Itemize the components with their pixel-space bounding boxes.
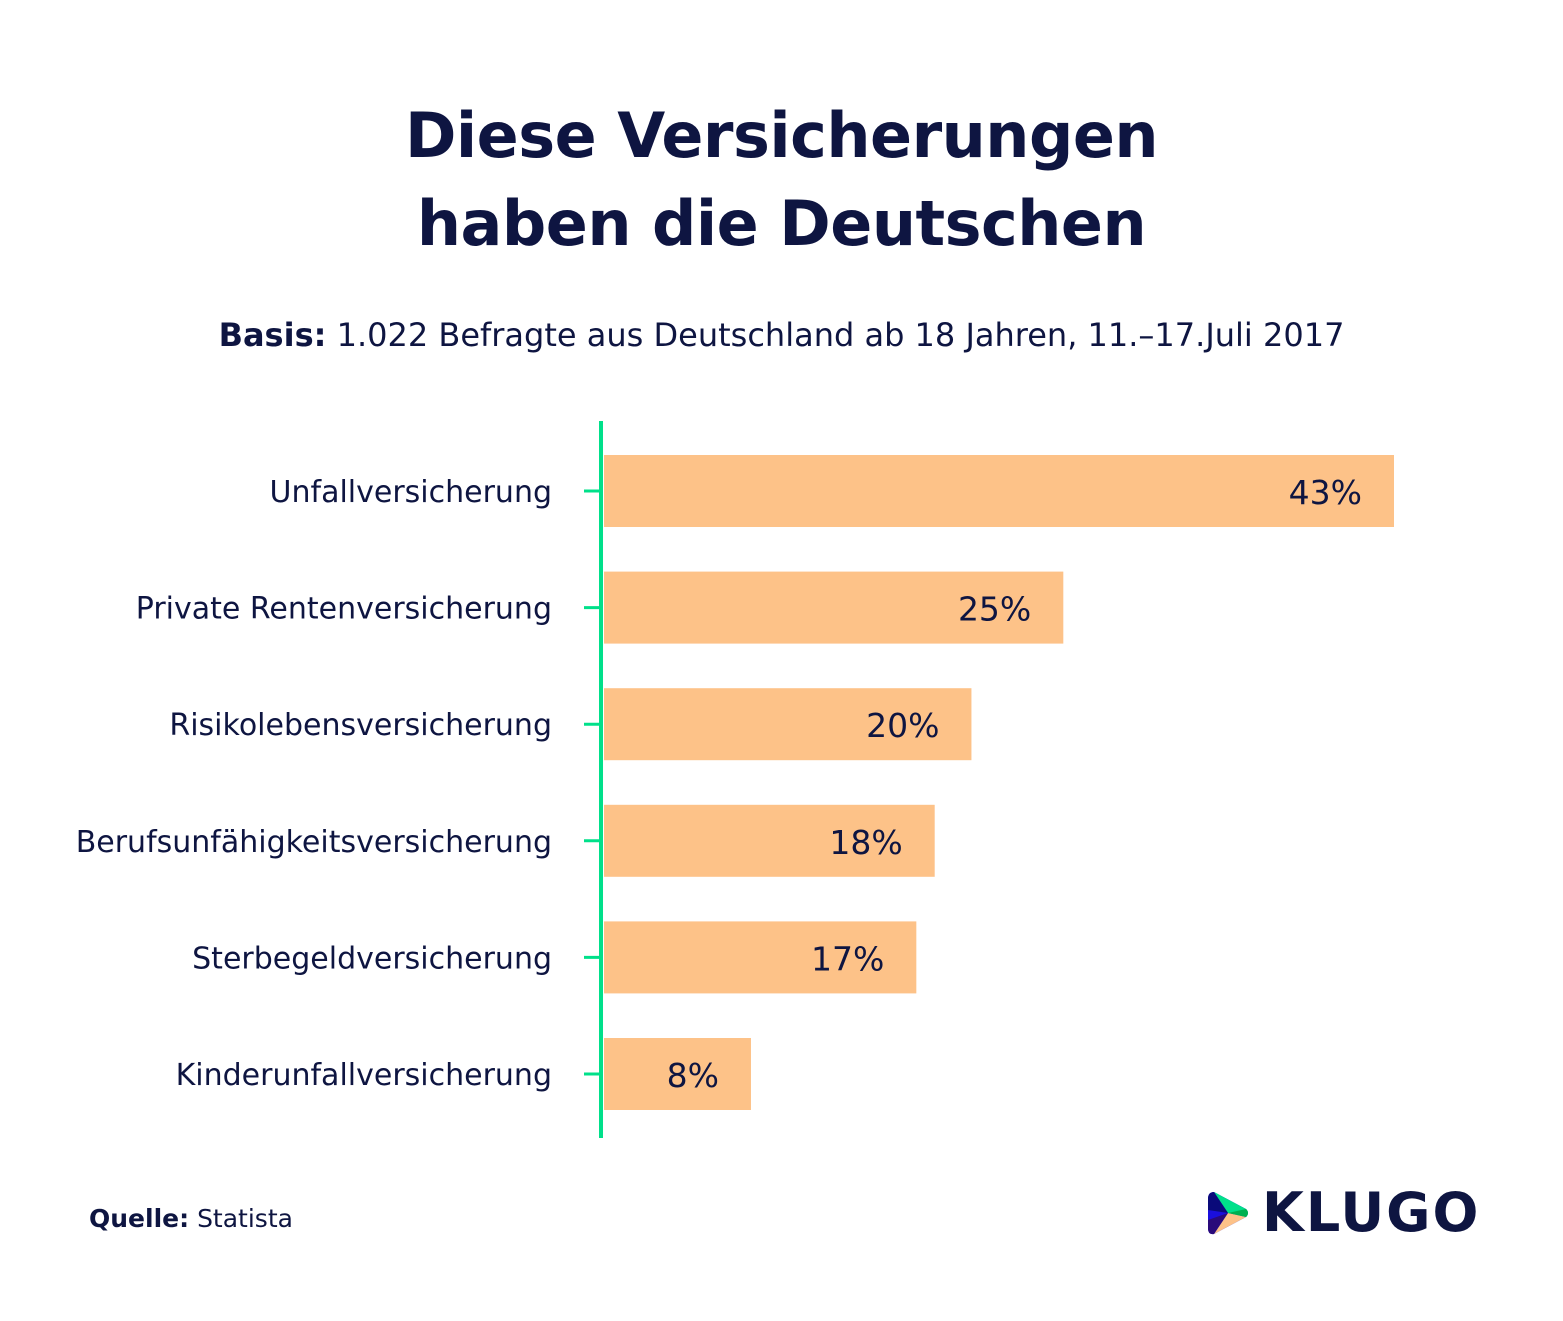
bar <box>604 455 1394 527</box>
category-label: Kinderunfallversicherung <box>176 1058 552 1093</box>
data-label: 25% <box>958 590 1031 629</box>
category-label: Berufsunfähigkeitsversicherung <box>76 825 552 860</box>
category-label: Risikolebensversicherung <box>169 708 552 743</box>
bar <box>604 1038 751 1110</box>
data-label: 17% <box>811 939 884 978</box>
data-label: 8% <box>667 1056 719 1095</box>
title-line-1: Diese Versicherungen <box>404 99 1159 172</box>
data-label: 43% <box>1289 473 1362 512</box>
klugo-logo: KLUGO <box>1206 1186 1480 1240</box>
subtitle-label: Basis: <box>218 316 327 354</box>
source: Quelle: Statista <box>89 1204 293 1233</box>
bar <box>604 921 917 994</box>
category-label: Private Rentenversicherung <box>136 592 552 627</box>
bar <box>604 571 1064 644</box>
bar <box>604 688 972 761</box>
chart-subtitle: Basis: 1.022 Befragte aus Deutschland ab… <box>0 316 1563 354</box>
data-label: 18% <box>829 823 902 862</box>
source-text: Statista <box>197 1204 293 1233</box>
category-label: Sterbegeldversicherung <box>192 941 552 976</box>
chart-title: Diese Versicherungen haben die Deutschen <box>0 92 1563 268</box>
source-label: Quelle: <box>89 1204 190 1233</box>
subtitle-text: 1.022 Befragte aus Deutschland ab 18 Jah… <box>336 316 1345 354</box>
logo-text: KLUGO <box>1262 1181 1481 1244</box>
title-line-2: haben die Deutschen <box>416 187 1147 260</box>
bar <box>604 804 935 877</box>
play-logo-icon <box>1208 1192 1248 1235</box>
category-label: Unfallversicherung <box>270 475 552 510</box>
data-label: 20% <box>866 706 939 745</box>
